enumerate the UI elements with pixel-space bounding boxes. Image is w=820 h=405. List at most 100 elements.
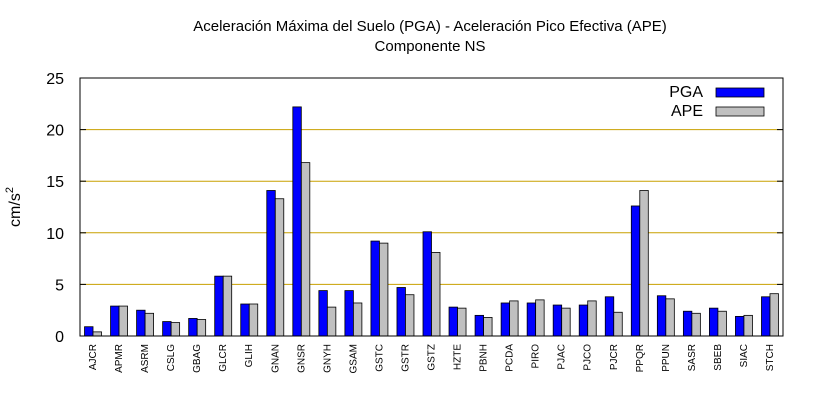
x-tick-label-glcr: GLCR [218, 344, 229, 372]
chart-subtitle: Componente NS [375, 38, 486, 55]
bar-pga-pcda [500, 302, 511, 337]
x-tick-label-pjco: PJCO [583, 344, 594, 371]
x-tick-label-apmr: APMR [114, 344, 125, 373]
bar-ape-stch [769, 293, 779, 337]
bar-pga-gnyh [318, 290, 328, 337]
x-tick-label-gstr: GSTR [400, 344, 411, 372]
bar-ape-pjcr [613, 311, 623, 337]
bar-pga-piro [526, 302, 537, 337]
bar-pga-gbag [188, 318, 198, 337]
bar-pga-pjcr [604, 296, 615, 337]
x-tick-label-glih: GLIH [244, 344, 255, 367]
x-ticks: AJCR APMR ASRM CSLG GBAG GLCR GLIH GNAN GNSR GNYH… [88, 344, 776, 374]
bars [84, 106, 779, 337]
y-tick-label-0: 0 [55, 329, 64, 346]
bar-pga-gnan [266, 190, 276, 337]
legend: PGA APE [669, 84, 765, 120]
bar-pga-cslg [162, 321, 172, 337]
bar-ape-piro [535, 299, 545, 337]
bar-ape-hzte [457, 307, 467, 337]
bar-pga-ppqr [630, 205, 641, 337]
bar-pga-siac [735, 315, 745, 337]
x-tick-label-gstc: GSTC [374, 344, 385, 372]
legend-label-pga: PGA [669, 84, 703, 101]
x-tick-label-pbnh: PBNH [479, 344, 490, 372]
plot-frame [79, 77, 784, 337]
bar-ape-gnyh [326, 306, 337, 337]
legend-swatch-pga [715, 87, 765, 98]
x-tick-label-gnyh: GNYH [322, 344, 333, 373]
x-tick-label-gsam: GSAM [348, 344, 359, 373]
y-axis-label-exponent: 2 [4, 187, 16, 193]
bar-pga-ppun [656, 295, 667, 337]
bar-ape-pbnh [483, 317, 493, 337]
y-tick-label-25: 25 [46, 71, 64, 88]
x-tick-label-ajcr: AJCR [88, 344, 99, 370]
x-tick-label-piro: PIRO [531, 344, 542, 369]
bar-pga-gnsr [292, 106, 302, 337]
bar-ape-siac [743, 314, 753, 337]
bar-ape-glcr [222, 275, 233, 337]
bar-pga-pjco [578, 304, 589, 337]
bar-pga-stch [761, 296, 771, 337]
x-tick-label-ppun: PPUN [661, 344, 672, 372]
bar-pga-gstr [396, 287, 406, 337]
bar-pga-hzte [448, 306, 458, 337]
bar-ape-gnan [274, 198, 285, 337]
x-tick-label-gbag: GBAG [192, 344, 203, 373]
bar-ape-pjco [587, 300, 597, 337]
bar-pga-sbeb [709, 307, 719, 337]
y-axis-label: cm/s2 [4, 187, 24, 227]
x-tick-label-hzte: HZTE [453, 344, 464, 370]
bar-ape-cslg [170, 322, 181, 337]
bar-ape-asrm [144, 312, 154, 337]
bar-ape-sbeb [717, 310, 727, 337]
x-tick-label-gnsr: GNSR [296, 344, 307, 373]
y-axis-label-base: cm/s [7, 193, 24, 227]
x-tick-label-cslg: CSLG [166, 344, 177, 371]
y-tick-label-15: 15 [46, 174, 64, 191]
bar-pga-ajcr [84, 326, 94, 337]
bar-ape-ppqr [639, 190, 649, 337]
bar-pga-apmr [110, 305, 120, 337]
chart-title: Aceleración Máxima del Suelo (PGA) - Ace… [193, 18, 667, 35]
bar-ape-gnsr [300, 162, 311, 337]
bar-ape-pcda [509, 300, 519, 337]
bar-ape-gstr [405, 294, 415, 337]
x-tick-label-sasr: SASR [687, 344, 698, 371]
bar-pga-gsam [344, 290, 354, 337]
bar-ape-glih [248, 303, 259, 337]
bar-ape-ppun [665, 298, 675, 337]
x-tick-label-stch: STCH [765, 344, 776, 371]
bar-ape-pjac [561, 307, 571, 337]
x-tick-label-pjcr: PJCR [609, 344, 620, 370]
legend-label-ape: APE [671, 103, 703, 120]
bar-pga-pjac [552, 304, 563, 337]
bar-pga-sasr [682, 310, 693, 337]
bar-pga-gstc [370, 240, 380, 337]
bar-pga-gstz [422, 231, 432, 337]
bar-ape-apmr [118, 305, 128, 337]
bar-pga-glih [240, 303, 250, 337]
bar-ape-gstc [379, 242, 389, 337]
bar-pga-glcr [214, 275, 224, 337]
x-tick-label-pjac: PJAC [557, 344, 568, 370]
legend-swatch-ape [715, 106, 765, 117]
y-tick-label-5: 5 [55, 277, 64, 294]
y-tick-label-10: 10 [46, 226, 64, 243]
x-tick-label-gstz: GSTZ [427, 344, 438, 371]
x-tick-label-gnan: GNAN [270, 344, 281, 373]
y-tick-label-20: 20 [46, 123, 64, 140]
bar-ape-gstz [431, 252, 441, 337]
x-tick-label-ppqr: PPQR [635, 344, 646, 372]
x-tick-label-asrm: ASRM [140, 344, 151, 373]
bar-pga-asrm [136, 309, 146, 337]
bar-ape-ajcr [92, 331, 102, 337]
bar-ape-gbag [196, 319, 207, 337]
bar-ape-gsam [352, 302, 363, 337]
x-tick-label-siac: SIAC [739, 344, 750, 367]
x-tick-label-sbeb: SBEB [713, 344, 724, 371]
bar-ape-sasr [691, 312, 701, 337]
